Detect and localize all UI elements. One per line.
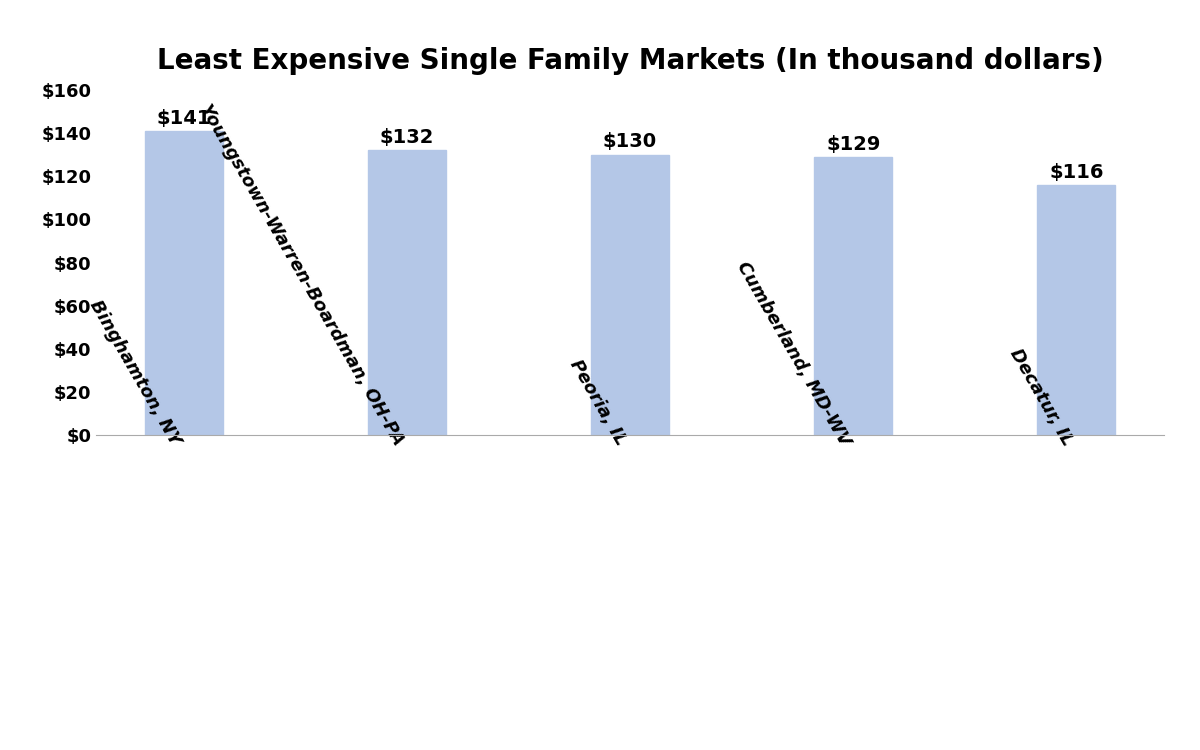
Bar: [144, 131, 223, 435]
Bar: [590, 154, 670, 435]
Text: $130: $130: [602, 133, 658, 152]
Text: $141: $141: [156, 109, 211, 128]
Bar: [367, 150, 446, 435]
Title: Least Expensive Single Family Markets (In thousand dollars): Least Expensive Single Family Markets (I…: [157, 47, 1103, 75]
Text: $132: $132: [379, 128, 434, 147]
Text: $129: $129: [826, 134, 881, 154]
Text: $116: $116: [1049, 163, 1104, 182]
Bar: [1037, 185, 1116, 435]
Bar: [814, 157, 893, 435]
